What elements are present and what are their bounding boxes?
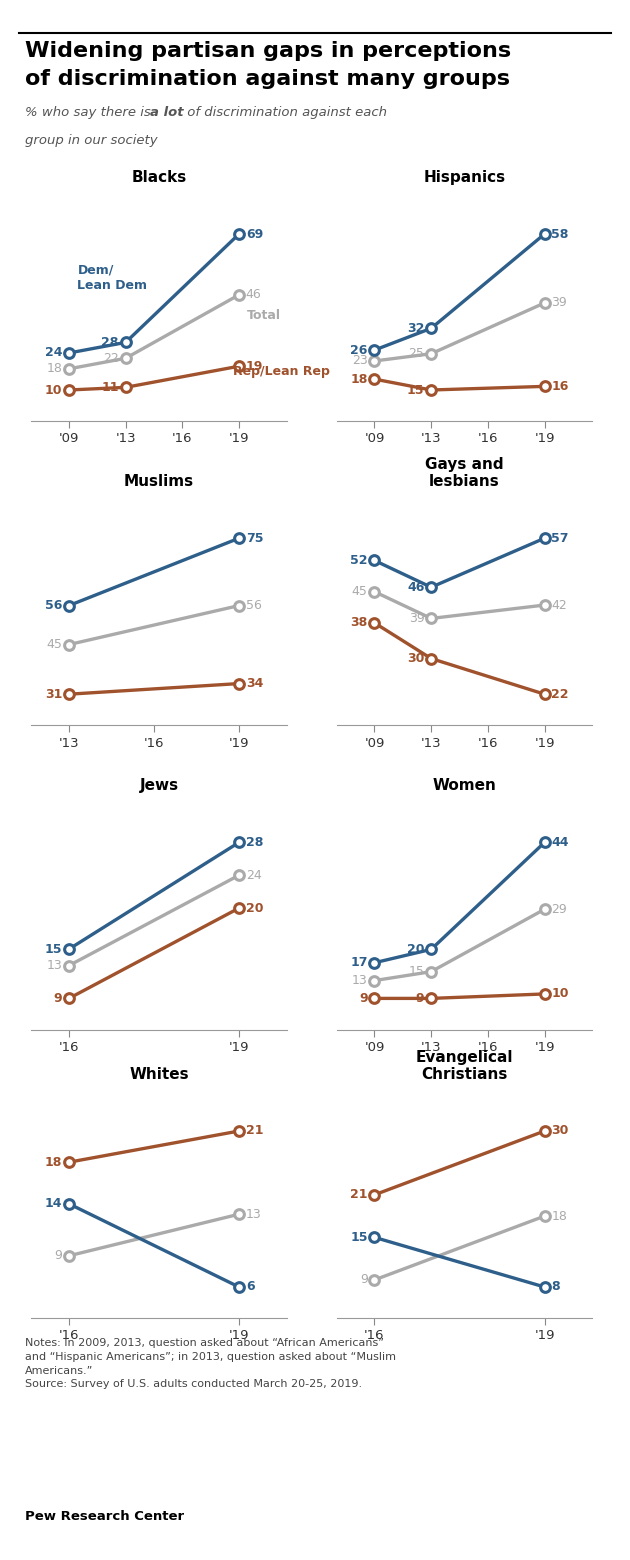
Title: Muslims: Muslims bbox=[124, 474, 194, 490]
Title: Jews: Jews bbox=[139, 778, 179, 794]
Text: % who say there is: % who say there is bbox=[25, 106, 155, 119]
Title: Whites: Whites bbox=[129, 1067, 189, 1083]
Text: 42: 42 bbox=[551, 599, 567, 612]
Text: 21: 21 bbox=[246, 1125, 263, 1137]
Text: 9: 9 bbox=[54, 1250, 62, 1262]
Text: 20: 20 bbox=[246, 902, 263, 914]
Text: 34: 34 bbox=[246, 677, 263, 690]
Text: 28: 28 bbox=[101, 335, 119, 349]
Text: 18: 18 bbox=[46, 362, 62, 376]
Text: 6: 6 bbox=[246, 1281, 255, 1293]
Text: 58: 58 bbox=[551, 228, 569, 240]
Text: 52: 52 bbox=[350, 554, 368, 566]
Text: 23: 23 bbox=[352, 354, 368, 368]
Text: Notes: In 2009, 2013, question asked about “African Americans”
and “Hispanic Ame: Notes: In 2009, 2013, question asked abo… bbox=[25, 1338, 396, 1390]
Text: 13: 13 bbox=[352, 973, 368, 987]
Text: 38: 38 bbox=[350, 616, 368, 629]
Text: 9: 9 bbox=[359, 992, 368, 1005]
Text: 46: 46 bbox=[246, 289, 261, 301]
Text: 39: 39 bbox=[409, 612, 425, 626]
Text: 24: 24 bbox=[246, 869, 261, 881]
Text: of discrimination against each: of discrimination against each bbox=[183, 106, 387, 119]
Text: 15: 15 bbox=[408, 966, 425, 978]
Text: 30: 30 bbox=[551, 1125, 569, 1137]
Title: Blacks: Blacks bbox=[132, 170, 186, 186]
Text: 22: 22 bbox=[103, 351, 119, 365]
Text: 15: 15 bbox=[45, 942, 62, 956]
Text: Rep/Lean Rep: Rep/Lean Rep bbox=[233, 365, 330, 378]
Text: 18: 18 bbox=[551, 1209, 567, 1223]
Text: 11: 11 bbox=[101, 381, 119, 393]
Text: 19: 19 bbox=[246, 360, 263, 373]
Text: 57: 57 bbox=[551, 532, 569, 544]
Title: Hispanics: Hispanics bbox=[423, 170, 506, 186]
Text: 15: 15 bbox=[407, 384, 425, 396]
Text: Pew Research Center: Pew Research Center bbox=[25, 1510, 185, 1523]
Text: 44: 44 bbox=[551, 836, 569, 849]
Text: 32: 32 bbox=[407, 321, 425, 335]
Text: 10: 10 bbox=[45, 384, 62, 396]
Text: 9: 9 bbox=[416, 992, 425, 1005]
Text: 30: 30 bbox=[407, 652, 425, 665]
Text: 16: 16 bbox=[551, 381, 569, 393]
Title: Gays and
lesbians: Gays and lesbians bbox=[425, 457, 504, 490]
Text: 31: 31 bbox=[45, 688, 62, 700]
Text: 45: 45 bbox=[46, 638, 62, 651]
Text: 25: 25 bbox=[408, 348, 425, 360]
Title: Evangelical
Christians: Evangelical Christians bbox=[416, 1050, 513, 1083]
Text: 13: 13 bbox=[47, 959, 62, 972]
Text: 21: 21 bbox=[350, 1189, 368, 1201]
Text: 8: 8 bbox=[551, 1281, 560, 1293]
Text: 20: 20 bbox=[407, 942, 425, 956]
Text: 17: 17 bbox=[350, 956, 368, 969]
Text: 45: 45 bbox=[352, 585, 368, 597]
Text: 39: 39 bbox=[551, 296, 567, 309]
Text: Dem/
Lean Dem: Dem/ Lean Dem bbox=[77, 264, 147, 292]
Text: 10: 10 bbox=[551, 987, 569, 1000]
Text: 56: 56 bbox=[246, 599, 261, 612]
Text: 28: 28 bbox=[246, 836, 263, 849]
Text: 69: 69 bbox=[246, 228, 263, 240]
Text: 29: 29 bbox=[551, 903, 567, 916]
Text: 26: 26 bbox=[350, 343, 368, 357]
Text: of discrimination against many groups: of discrimination against many groups bbox=[25, 69, 510, 89]
Text: group in our society: group in our society bbox=[25, 134, 158, 147]
Text: 22: 22 bbox=[551, 688, 569, 700]
Text: 24: 24 bbox=[45, 346, 62, 359]
Text: 18: 18 bbox=[350, 373, 368, 385]
Text: 18: 18 bbox=[45, 1156, 62, 1168]
Text: 56: 56 bbox=[45, 599, 62, 612]
Text: 75: 75 bbox=[246, 532, 263, 544]
Text: 14: 14 bbox=[45, 1198, 62, 1211]
Title: Women: Women bbox=[433, 778, 496, 794]
Text: a lot: a lot bbox=[150, 106, 183, 119]
Text: Total: Total bbox=[247, 309, 281, 321]
Text: 9: 9 bbox=[360, 1273, 368, 1287]
Text: 46: 46 bbox=[407, 580, 425, 594]
Text: Widening partisan gaps in perceptions: Widening partisan gaps in perceptions bbox=[25, 41, 512, 61]
Text: 15: 15 bbox=[350, 1231, 368, 1243]
Text: 13: 13 bbox=[246, 1207, 261, 1220]
Text: 9: 9 bbox=[54, 992, 62, 1005]
